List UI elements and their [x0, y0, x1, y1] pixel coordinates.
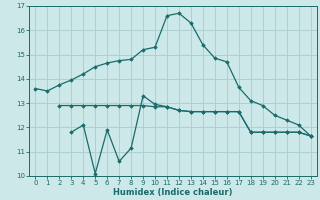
X-axis label: Humidex (Indice chaleur): Humidex (Indice chaleur)	[113, 188, 233, 197]
